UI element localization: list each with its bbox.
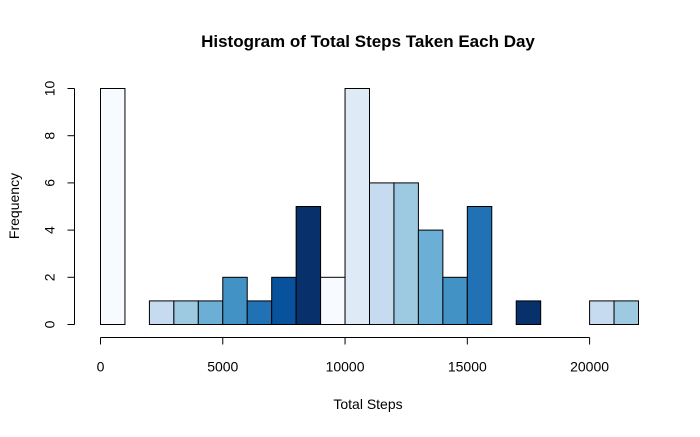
y-tick-label: 10 — [42, 81, 58, 97]
histogram-bar — [320, 276, 346, 325]
x-tick-label: 5000 — [207, 359, 238, 375]
x-axis: 0 5000 10000 15000 20000 — [97, 337, 609, 375]
histogram-bar — [197, 300, 224, 325]
x-tick-label: 0 — [97, 359, 105, 375]
x-tick-label: 15000 — [448, 359, 487, 375]
chart-title: Histogram of Total Steps Taken Each Day — [201, 32, 535, 51]
histogram-bar — [246, 300, 273, 325]
y-tick-label: 2 — [42, 273, 58, 281]
histogram-bar — [173, 300, 199, 325]
y-tick-label: 0 — [42, 320, 58, 328]
histogram-bar — [295, 206, 322, 325]
histogram-bar — [613, 300, 640, 325]
bars-group — [100, 88, 640, 326]
histogram-bar — [222, 276, 248, 325]
y-tick-label: 4 — [42, 226, 58, 234]
y-tick-label: 8 — [42, 132, 58, 140]
histogram-bar — [393, 182, 419, 325]
histogram-bar — [466, 206, 493, 325]
histogram-bar — [148, 300, 175, 325]
x-tick-label: 20000 — [570, 359, 609, 375]
x-axis-title: Total Steps — [333, 396, 402, 412]
histogram-bar — [100, 88, 126, 325]
histogram-bar — [589, 300, 615, 325]
histogram-bar — [369, 182, 395, 325]
histogram-bar — [271, 276, 297, 325]
histogram-bar — [442, 276, 468, 325]
y-axis: 0 2 4 6 8 10 — [42, 81, 75, 328]
y-tick-label: 6 — [42, 179, 58, 187]
histogram-bar — [515, 300, 542, 325]
histogram-bar — [344, 88, 370, 325]
x-tick-label: 10000 — [326, 359, 365, 375]
y-axis-title: Frequency — [6, 173, 22, 239]
histogram-bar — [417, 229, 444, 326]
